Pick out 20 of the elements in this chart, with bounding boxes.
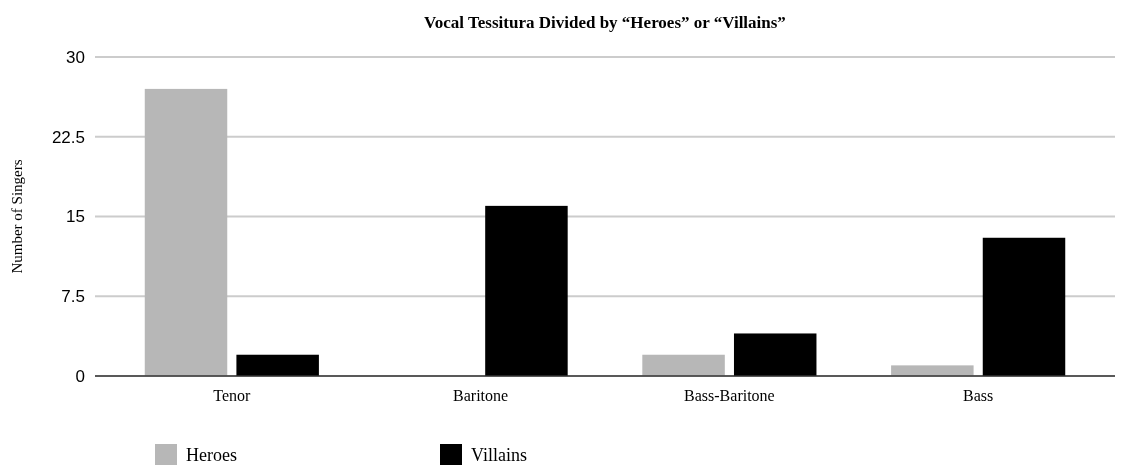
y-tick-label: 15 [66, 207, 85, 227]
bar [236, 354, 319, 376]
chart-title: Vocal Tessitura Divided by “Heroes” or “Villains” [424, 13, 786, 32]
y-tick-label: 30 [66, 47, 85, 67]
bar [485, 205, 568, 376]
legend-label: Villains [471, 445, 527, 466]
bar [891, 365, 974, 376]
y-tick-label: 22.5 [51, 127, 85, 147]
x-tick-label: Baritone [453, 387, 509, 404]
y-axis-title: Number of Singers [9, 159, 25, 274]
bar [642, 354, 725, 376]
legend-label: Heroes [186, 445, 237, 466]
y-tick-label: 7.5 [61, 287, 85, 307]
y-tick-label: 0 [75, 366, 85, 386]
bar [733, 333, 817, 376]
x-tick-label: Tenor [213, 387, 252, 404]
bar [982, 237, 1066, 376]
x-tick-label: Bass-Baritone [684, 387, 775, 404]
bar [144, 88, 228, 376]
x-tick-label: Bass [963, 387, 994, 404]
